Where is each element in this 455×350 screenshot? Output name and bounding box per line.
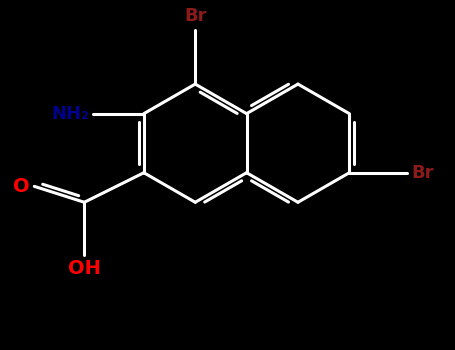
Text: OH: OH xyxy=(68,259,101,278)
Text: Br: Br xyxy=(184,7,207,25)
Text: NH₂: NH₂ xyxy=(51,105,89,122)
Text: Br: Br xyxy=(412,164,434,182)
Text: O: O xyxy=(13,177,30,196)
